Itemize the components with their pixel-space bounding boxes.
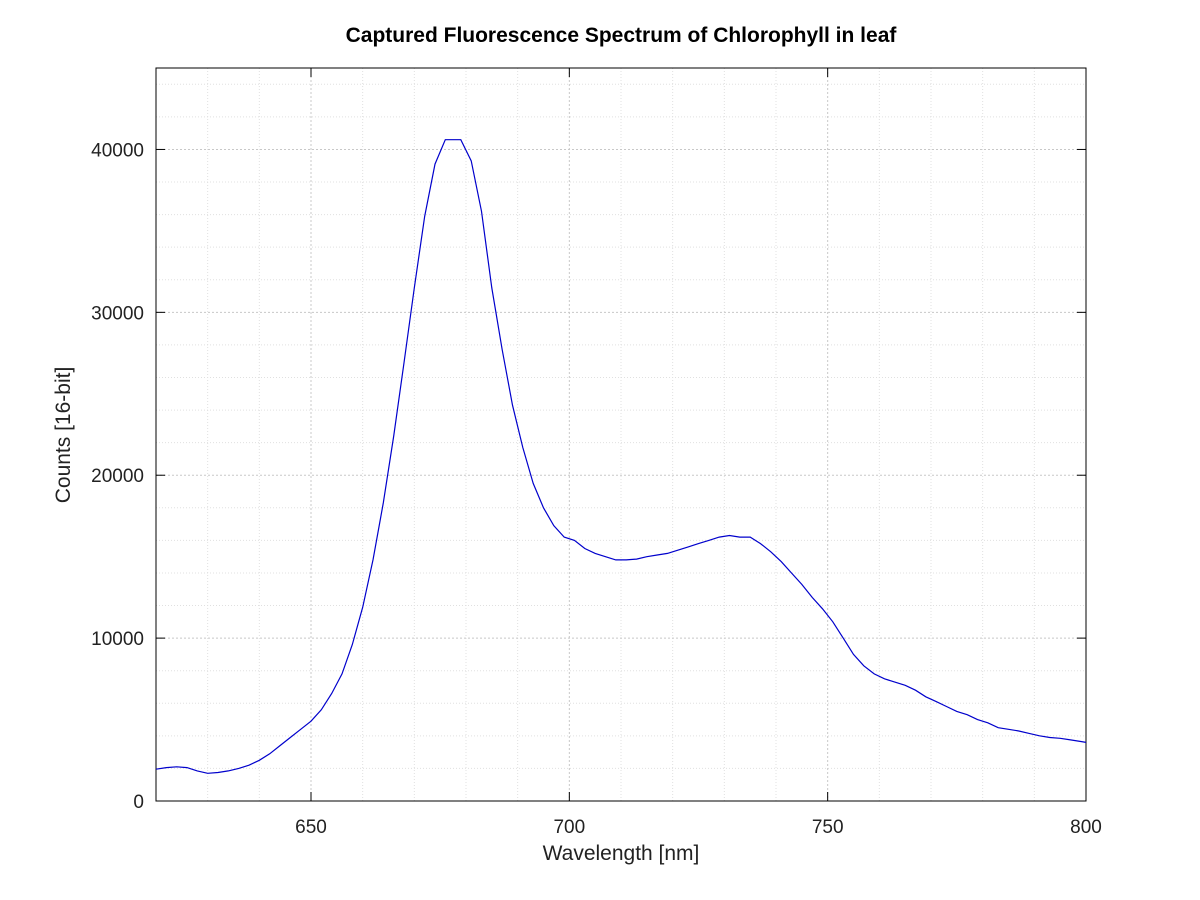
y-axis-label: Counts [16-bit] [52,367,75,504]
y-tick-label: 0 [133,792,144,813]
axis-ticks: 650 700 750 800 0 10000 20000 30000 40000 [91,68,1102,838]
x-axis-label: Wavelength [nm] [543,842,700,865]
y-tick-label: 40000 [91,140,144,161]
x-tick-label: 800 [1070,817,1102,838]
y-tick-label: 20000 [91,466,144,487]
series-layer [155,139,1087,774]
chart-title: Captured Fluorescence Spectrum of Chloro… [346,24,898,47]
grid [155,68,1087,802]
x-tick-label: 750 [812,817,844,838]
x-tick-label: 700 [553,817,585,838]
series-line-0 [155,139,1087,774]
y-tick-label: 30000 [91,303,144,324]
plot-frame [155,67,1087,802]
x-tick-label: 650 [295,817,327,838]
y-tick-label: 10000 [91,629,144,650]
